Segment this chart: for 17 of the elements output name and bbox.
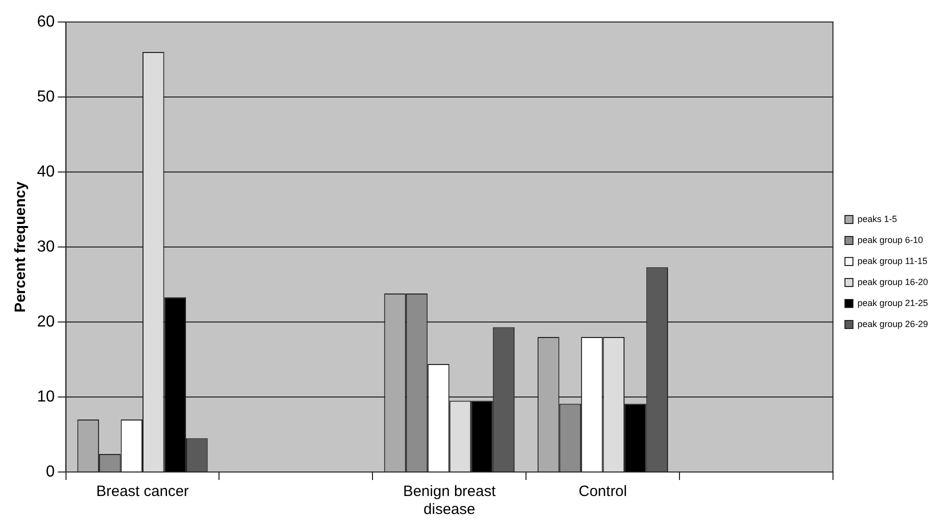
y-tick-label: 10: [37, 388, 55, 406]
legend-label: peak group 6-10: [857, 234, 924, 245]
y-axis-title: Percent frequency: [12, 180, 30, 312]
y-tick-label: 30: [37, 238, 55, 256]
x-tick-label: Breast cancer: [96, 483, 189, 500]
y-tick-label: 0: [46, 463, 55, 480]
y-tick-label: 20: [37, 313, 55, 330]
x-tick-label: Benign breast disease: [403, 483, 496, 518]
y-tick-label: 40: [37, 163, 55, 180]
x-tick-label: Control: [578, 483, 627, 500]
legend-label: peak group 21-25: [857, 298, 928, 308]
legend-label: peak group 11-15: [857, 256, 928, 266]
y-tick-label: 50: [37, 88, 55, 106]
y-tick-label: 60: [37, 13, 55, 30]
legend-label: peak group 26-29: [857, 318, 928, 329]
legend-label: peaks 1-5: [857, 214, 897, 224]
legend-label: peak group 16-20: [857, 276, 928, 287]
